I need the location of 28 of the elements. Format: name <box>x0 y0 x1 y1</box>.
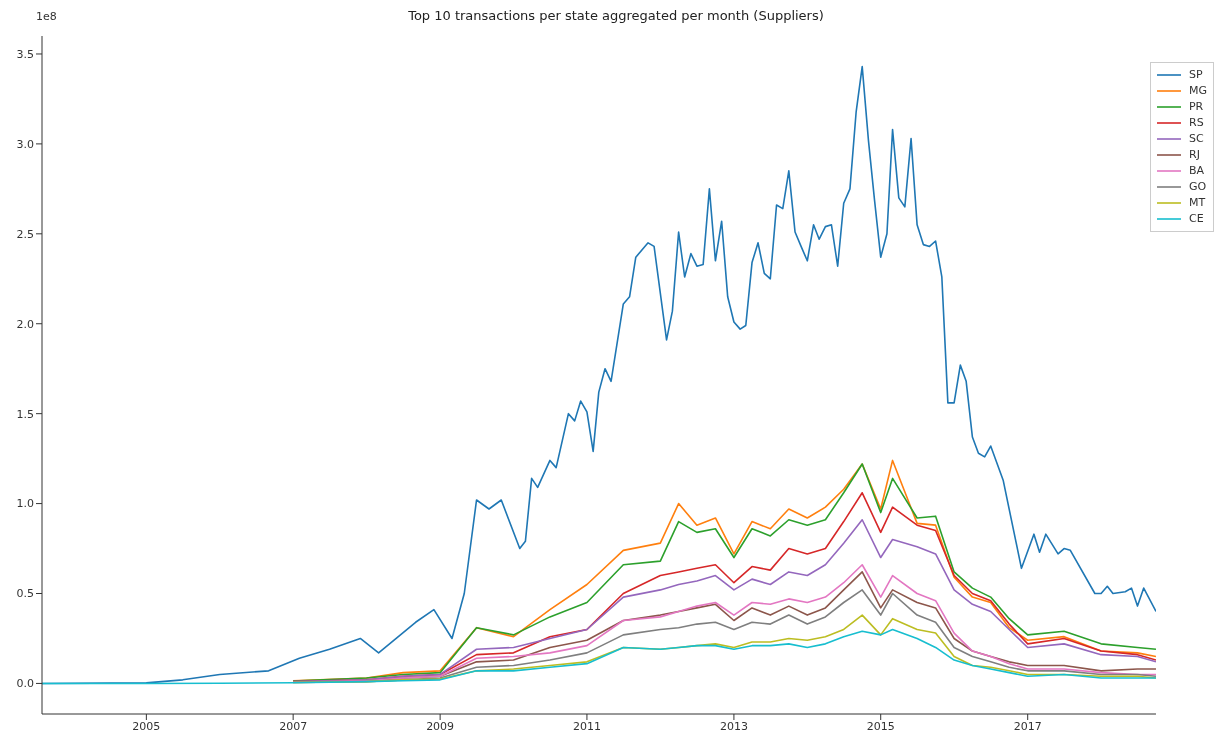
y-tick-label: 3.5 <box>16 47 34 61</box>
x-tick-label: 2015 <box>866 719 895 733</box>
y-tick-label: 1.5 <box>16 407 34 421</box>
legend-label: MG <box>1188 83 1207 99</box>
legend-label: RS <box>1188 115 1204 131</box>
x-tick-label: 2017 <box>1013 719 1042 733</box>
y-tick-label: 0.5 <box>16 587 34 601</box>
legend-label: GO <box>1188 179 1207 195</box>
line-series <box>42 628 1156 685</box>
x-tick-label: 2007 <box>279 719 308 733</box>
legend-label: SP <box>1188 67 1203 83</box>
x-tick-label: 2009 <box>426 719 455 733</box>
legend-label: CE <box>1188 211 1204 227</box>
legend-label: MT <box>1188 195 1206 211</box>
x-tick-label: 2013 <box>719 719 748 733</box>
legend-label: PR <box>1188 99 1204 115</box>
y-tick-label: 3.0 <box>16 137 34 151</box>
legend-label: RJ <box>1188 147 1200 163</box>
y-tick-label: 0.0 <box>16 677 34 691</box>
text: 1e8 <box>36 10 57 23</box>
legend-label: BA <box>1188 163 1205 179</box>
chart-title: Top 10 transactions per state aggregated per month (Suppliers) <box>408 8 824 23</box>
y-tick-label: 2.5 <box>16 227 34 241</box>
legend-label: SC <box>1188 131 1204 147</box>
y-tick-label: 2.0 <box>16 317 34 331</box>
x-tick-label: 2011 <box>572 719 601 733</box>
x-tick-label: 2005 <box>132 719 161 733</box>
y-tick-label: 1.0 <box>16 497 34 511</box>
